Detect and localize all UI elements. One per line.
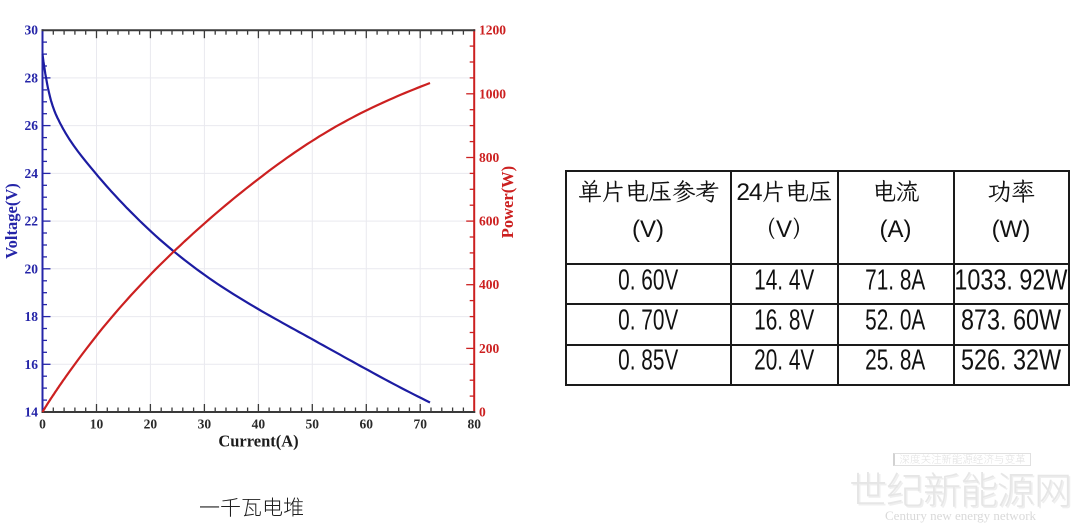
svg-text:16: 16 — [25, 357, 39, 372]
svg-text:22: 22 — [25, 214, 39, 229]
svg-text:40: 40 — [252, 417, 266, 432]
svg-text:200: 200 — [479, 341, 500, 356]
svg-text:80: 80 — [467, 417, 481, 432]
svg-text:18: 18 — [25, 309, 39, 324]
svg-text:Current(A): Current(A) — [218, 432, 298, 451]
svg-text:20: 20 — [25, 261, 39, 276]
svg-text:30: 30 — [198, 417, 212, 432]
svg-text:20: 20 — [144, 417, 158, 432]
svg-text:400: 400 — [479, 277, 500, 292]
svg-text:14: 14 — [25, 405, 39, 420]
svg-text:30: 30 — [25, 23, 39, 38]
svg-text:1000: 1000 — [479, 86, 506, 101]
svg-text:50: 50 — [306, 417, 320, 432]
svg-text:0: 0 — [479, 405, 486, 420]
svg-text:10: 10 — [90, 417, 104, 432]
svg-text:1200: 1200 — [479, 23, 506, 38]
svg-text:800: 800 — [479, 150, 500, 165]
svg-text:Power(W): Power(W) — [498, 166, 517, 238]
svg-text:26: 26 — [25, 118, 39, 133]
svg-text:70: 70 — [413, 417, 427, 432]
svg-text:600: 600 — [479, 214, 500, 229]
svg-text:Voltage(V): Voltage(V) — [2, 183, 21, 258]
svg-text:0: 0 — [39, 417, 46, 432]
svg-text:24: 24 — [25, 166, 39, 181]
svg-text:28: 28 — [25, 70, 39, 85]
svg-text:60: 60 — [360, 417, 374, 432]
